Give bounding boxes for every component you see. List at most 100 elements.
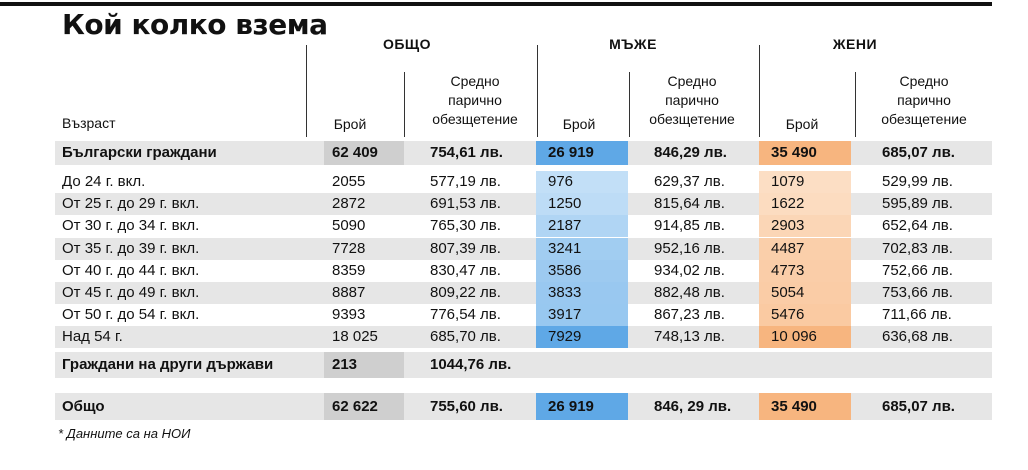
women-count-cell: 35 490 (759, 141, 851, 165)
men-avg-cell: 846,29 лв. (654, 144, 727, 161)
total-count-cell: 18 025 (332, 328, 378, 346)
column-header-avg-women: Средно парично обезщетение (866, 72, 982, 129)
total-avg-cell: 755,60 лв. (430, 398, 503, 415)
divider-2 (404, 72, 405, 137)
divider-3 (537, 45, 538, 137)
foreign-row: Граждани на други държави 213 1044,76 лв… (55, 352, 992, 378)
men-avg-cell: 914,85 лв. (654, 217, 725, 235)
men-avg-cell: 815,64 лв. (654, 195, 725, 213)
total-avg-cell: 776,54 лв. (430, 306, 501, 324)
men-avg-cell: 952,16 лв. (654, 239, 725, 257)
men-avg-cell: 934,02 лв. (654, 261, 725, 279)
row-label: До 24 г. вкл. (62, 173, 146, 190)
men-avg-cell: 748,13 лв. (654, 328, 725, 346)
chart-title: Кой колко взема (62, 8, 328, 41)
total-avg-cell: 691,53 лв. (430, 195, 501, 213)
men-avg-cell: 867,23 лв. (654, 306, 725, 324)
women-count-cell: 1079 (759, 171, 851, 193)
row-label: От 50 г. до 54 г. вкл. (62, 306, 200, 324)
men-count-cell: 26 919 (536, 393, 628, 420)
header-line: обезщетение (881, 111, 967, 127)
header-line: парично (448, 92, 502, 108)
women-count-cell: 4773 (759, 259, 851, 282)
table-row: Над 54 г. 18 025 685,70 лв. 7929 748,13 лв. 1… (55, 326, 992, 349)
divider-1 (306, 45, 307, 137)
row-label: Над 54 г. (62, 328, 123, 346)
men-count-cell: 976 (536, 171, 628, 193)
total-count-cell: 9393 (332, 306, 366, 324)
men-count-cell: 3586 (536, 259, 628, 282)
women-avg-cell: 753,66 лв. (882, 284, 953, 301)
footnote: * Данните са на НОИ (58, 426, 191, 441)
column-header-count-women: Брой (785, 116, 819, 132)
header-line: парично (897, 92, 951, 108)
total-avg-cell: 809,22 лв. (430, 284, 501, 301)
row-label: От 45 г. до 49 г. вкл. (62, 284, 200, 301)
total-count-cell: 62 622 (324, 393, 404, 420)
women-avg-cell: 752,66 лв. (882, 261, 953, 279)
total-avg-cell: 577,19 лв. (430, 173, 501, 190)
column-header-avg-total: Средно парично обезщетение (420, 72, 530, 129)
table-row: От 25 г. до 29 г. вкл. 2872 691,53 лв. 1250… (55, 193, 992, 216)
table-row: От 35 г. до 39 г. вкл. 7728 807,39 лв. 3241… (55, 237, 992, 260)
women-count-cell: 5476 (759, 304, 851, 327)
group-header-women: ЖЕНИ (832, 36, 878, 52)
men-count-cell: 26 919 (536, 141, 628, 165)
table-row: От 40 г. до 44 г. вкл. 8359 830,47 лв. 3586… (55, 259, 992, 282)
column-header-age: Възраст (62, 115, 116, 131)
total-count-cell: 5090 (332, 217, 366, 235)
row-label: От 25 г. до 29 г. вкл. (62, 195, 200, 213)
total-avg-cell: 1044,76 лв. (430, 356, 512, 373)
men-count-cell: 3917 (536, 304, 628, 327)
top-rule (0, 2, 992, 6)
women-count-cell: 4487 (759, 237, 851, 260)
men-count-cell: 3241 (536, 237, 628, 260)
total-avg-cell: 830,47 лв. (430, 261, 501, 279)
women-count-cell: 35 490 (759, 393, 851, 420)
women-avg-cell: 685,07 лв. (882, 144, 955, 161)
column-header-count-total: Брой (333, 116, 367, 132)
header-line: парично (665, 92, 719, 108)
women-avg-cell: 529,99 лв. (882, 173, 953, 190)
total-count-cell: 2872 (332, 195, 366, 213)
men-avg-cell: 846, 29 лв. (654, 398, 732, 415)
table-row: От 30 г. до 34 г. вкл. 5090 765,30 лв. 2187… (55, 215, 992, 238)
total-count-cell: 2055 (332, 173, 366, 190)
women-avg-cell: 685,07 лв. (882, 398, 955, 415)
divider-6 (855, 72, 856, 137)
men-count-cell: 3833 (536, 282, 628, 304)
women-count-cell: 10 096 (759, 326, 851, 349)
women-avg-cell: 652,64 лв. (882, 217, 953, 235)
divider-4 (629, 72, 630, 137)
row-label: От 30 г. до 34 г. вкл. (62, 217, 200, 235)
women-avg-cell: 711,66 лв. (882, 306, 952, 324)
women-avg-cell: 595,89 лв. (882, 195, 953, 213)
total-avg-cell: 807,39 лв. (430, 239, 501, 257)
total-count-cell: 213 (324, 352, 404, 378)
women-count-cell: 5054 (759, 282, 851, 304)
row-label: От 35 г. до 39 г. вкл. (62, 239, 200, 257)
header-line: Средно (899, 73, 949, 89)
total-avg-cell: 685,70 лв. (430, 328, 501, 346)
men-count-cell: 2187 (536, 215, 628, 238)
total-count-cell: 7728 (332, 239, 366, 257)
men-count-cell: 7929 (536, 326, 628, 349)
total-count-cell: 62 409 (324, 141, 404, 165)
men-avg-cell: 882,48 лв. (654, 284, 725, 301)
row-label: Български граждани (62, 144, 217, 161)
table-row: От 45 г. до 49 г. вкл. 8887 809,22 лв. 3833… (55, 282, 992, 304)
column-header-avg-men: Средно парично обезщетение (637, 72, 747, 129)
women-avg-cell: 702,83 лв. (882, 239, 953, 257)
women-count-cell: 1622 (759, 193, 851, 216)
group-header-men: МЪЖЕ (609, 36, 657, 52)
men-avg-cell: 629,37 лв. (654, 173, 725, 190)
column-header-count-men: Брой (562, 116, 596, 132)
total-count-cell: 8887 (332, 284, 366, 301)
women-avg-cell: 636,68 лв. (882, 328, 953, 346)
summary-row: Български граждани 62 409 754,61 лв. 26 … (55, 141, 992, 165)
header-line: обезщетение (649, 111, 735, 127)
row-label: Граждани на други държави (62, 356, 274, 373)
group-header-total: ОБЩО (382, 36, 432, 52)
divider-5 (759, 45, 760, 137)
total-row: Общо 62 622 755,60 лв. 26 919 846, 29 лв… (55, 393, 992, 420)
